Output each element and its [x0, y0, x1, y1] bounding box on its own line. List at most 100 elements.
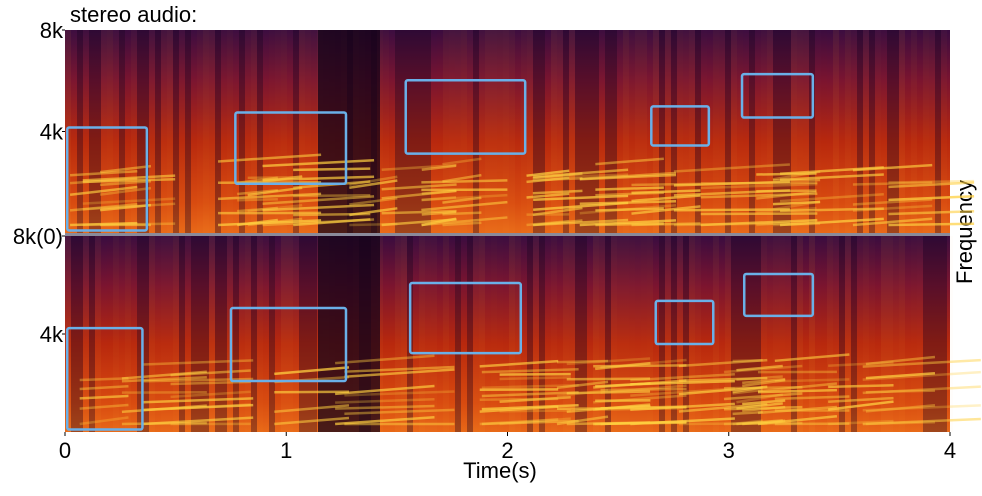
harmonic-streak — [742, 378, 786, 388]
texture-band — [119, 30, 125, 233]
harmonic-streak — [69, 185, 138, 196]
harmonic-streak — [757, 382, 838, 393]
harmonic-streak — [499, 396, 571, 404]
texture-band — [665, 236, 671, 432]
texture-band — [437, 30, 443, 233]
harmonic-streak — [736, 375, 783, 381]
chart-title: stereo audio: — [70, 2, 197, 27]
harmonic-streak — [421, 216, 508, 227]
harmonic-streak — [742, 405, 786, 413]
texture-band — [305, 236, 311, 432]
texture-band — [599, 236, 605, 432]
harmonic-streak — [82, 178, 176, 184]
texture-band — [473, 236, 479, 432]
texture-band — [797, 236, 803, 432]
texture-band — [773, 236, 779, 432]
harmonic-streak — [678, 358, 768, 368]
texture-band — [785, 236, 791, 432]
harmonic-streak — [533, 218, 629, 227]
harmonic-streak — [532, 172, 583, 180]
harmonic-streak — [79, 403, 129, 410]
texture-band — [779, 236, 785, 432]
texture-band — [221, 30, 227, 233]
harmonic-streak — [756, 172, 817, 176]
texture-band — [941, 30, 947, 233]
x-tick-label: 0 — [59, 438, 71, 463]
texture-band — [785, 30, 791, 233]
texture-band — [623, 30, 629, 233]
harmonic-streak — [595, 186, 664, 191]
harmonic-streak — [532, 177, 583, 182]
harmonic-streak — [217, 219, 322, 227]
texture-band — [113, 236, 119, 432]
texture-band — [431, 236, 437, 432]
harmonic-streak — [779, 192, 884, 203]
texture-band — [557, 30, 563, 233]
texture-band — [671, 30, 677, 233]
texture-band — [509, 30, 515, 233]
harmonic-streak — [828, 396, 894, 403]
harmonic-streak — [69, 202, 138, 212]
harmonic-streak — [579, 173, 677, 181]
harmonic-streak — [862, 417, 981, 426]
texture-band — [773, 30, 779, 233]
texture-band — [533, 30, 539, 233]
texture-band — [491, 30, 497, 233]
texture-band — [257, 236, 263, 432]
texture-band — [185, 236, 191, 432]
harmonic-streak — [631, 194, 701, 203]
harmonic-streak — [293, 167, 371, 172]
texture-band — [281, 236, 287, 432]
harmonic-streak — [600, 358, 687, 369]
texture-band — [551, 30, 557, 233]
texture-band — [779, 30, 785, 233]
texture-band — [593, 30, 599, 233]
texture-band — [611, 30, 617, 233]
texture-band — [791, 236, 797, 432]
harmonic-streak — [600, 405, 687, 410]
texture-band — [761, 236, 767, 432]
texture-band — [407, 30, 413, 233]
texture-band — [89, 30, 95, 233]
texture-band — [863, 30, 869, 233]
annotation-box — [650, 105, 711, 147]
harmonic-streak — [335, 404, 435, 410]
harmonic-streak — [736, 402, 783, 410]
x-tick-label: 3 — [723, 438, 735, 463]
harmonic-streak — [862, 358, 981, 368]
texture-band — [569, 236, 575, 432]
texture-band — [917, 30, 923, 233]
harmonic-streak — [852, 198, 933, 206]
harmonic-streak — [82, 174, 176, 182]
harmonic-streak — [349, 197, 398, 206]
texture-band — [803, 236, 809, 432]
harmonic-streak — [732, 359, 763, 363]
harmonic-streak — [100, 179, 152, 187]
harmonic-streak — [566, 390, 651, 395]
harmonic-streak — [442, 196, 482, 204]
harmonic-streak — [247, 176, 303, 180]
harmonic-streak — [673, 180, 790, 187]
texture-band — [923, 30, 929, 233]
harmonic-streak — [293, 218, 371, 227]
texture-band — [305, 30, 311, 233]
texture-band — [719, 30, 725, 233]
texture-band — [419, 236, 425, 432]
harmonic-streak — [888, 181, 975, 189]
harmonic-streak — [756, 189, 817, 193]
harmonic-streak — [142, 377, 254, 383]
texture-band — [743, 30, 749, 233]
harmonic-streak — [526, 176, 570, 184]
texture-band — [191, 30, 197, 233]
texture-band — [941, 236, 947, 432]
texture-band — [155, 30, 161, 233]
texture-band — [905, 30, 911, 233]
harmonic-streak — [579, 200, 677, 206]
texture-band — [695, 236, 701, 432]
texture-band — [221, 236, 227, 432]
harmonic-streak — [142, 403, 254, 412]
texture-band — [131, 30, 137, 233]
texture-band — [383, 30, 389, 233]
texture-band — [809, 236, 815, 432]
texture-band — [821, 236, 827, 432]
